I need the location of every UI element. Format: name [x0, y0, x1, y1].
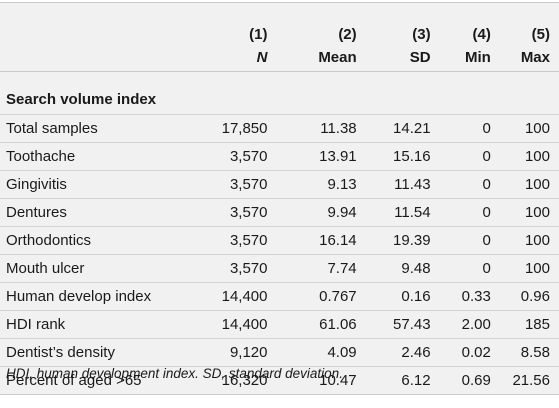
cell-n: 14,400 [221, 288, 268, 305]
cell-mean: 7.74 [327, 260, 357, 277]
cell-max: 100 [524, 204, 550, 221]
row-label: Percent of aged >65 [6, 372, 142, 389]
column-index-row: (1) (2) (3) (4) (5) [0, 3, 559, 43]
table-row: Total samples 17,850 11.38 14.21 0 100 [0, 115, 559, 143]
cell-mean: 9.94 [327, 204, 357, 221]
table-row: Toothache 3,570 13.91 15.16 0 100 [0, 143, 559, 171]
col-index-2: (2) [338, 26, 357, 43]
cell-min: 0 [482, 176, 491, 193]
row-label: Toothache [6, 148, 76, 165]
table-footnote: HDI, human development index. SD, standa… [6, 366, 343, 381]
cell-mean: 13.91 [319, 148, 357, 165]
table-row: Gingivitis 3,570 9.13 11.43 0 100 [0, 171, 559, 199]
descriptive-statistics-table: (1) (2) (3) (4) (5) N Mean SD Min Max S [0, 2, 559, 395]
row-label: Orthodontics [6, 232, 92, 249]
cell-sd: 57.43 [393, 316, 431, 333]
col-label-min: Min [465, 48, 491, 66]
cell-n: 9,120 [229, 344, 268, 361]
cell-n: 3,570 [229, 204, 268, 221]
cell-min: 0 [482, 260, 491, 277]
table-row: Dentist’s density 9,120 4.09 2.46 0.02 8.58 [0, 339, 559, 367]
cell-sd: 0.16 [401, 288, 431, 305]
row-label: Dentist’s density [6, 344, 115, 361]
cell-min: 0 [482, 148, 491, 165]
cell-sd: 14.21 [393, 120, 431, 137]
col-index-1: (1) [249, 26, 268, 43]
cell-mean: 0.767 [319, 288, 357, 305]
cell-min: 0.69 [461, 372, 491, 389]
col-index-4: (4) [472, 26, 491, 43]
row-label: Gingivitis [6, 176, 67, 193]
col-label-sd: SD [409, 48, 431, 66]
cell-min: 0 [482, 204, 491, 221]
cell-min: 2.00 [461, 316, 491, 333]
table-row: Percent of aged >65 16,320 10.47 6.12 0.69 21… [0, 367, 559, 395]
col-index-3: (3) [412, 26, 431, 43]
cell-max: 8.58 [520, 344, 550, 361]
cell-max: 100 [524, 148, 550, 165]
cell-n: 14,400 [221, 316, 268, 333]
row-label: Human develop index [6, 288, 152, 305]
cell-sd: 11.54 [394, 204, 431, 221]
cell-sd: 11.43 [394, 176, 431, 193]
cell-sd: 9.48 [401, 260, 431, 277]
row-label: HDI rank [6, 316, 66, 333]
row-label: Mouth ulcer [6, 260, 85, 277]
cell-n: 3,570 [229, 232, 268, 249]
cell-n: 16,320 [221, 372, 268, 389]
cell-mean: 11.38 [320, 120, 357, 137]
column-label-row: N Mean SD Min Max [0, 43, 559, 72]
col-index-5: (5) [531, 26, 550, 43]
cell-mean: 10.47 [319, 372, 357, 389]
cell-max: 100 [524, 176, 550, 193]
cell-mean: 4.09 [327, 344, 357, 361]
cell-n: 17,850 [221, 120, 268, 137]
table-row: Human develop index 14,400 0.767 0.16 0.33 0.… [0, 283, 559, 311]
cell-max: 185 [524, 316, 550, 333]
cell-min: 0.33 [461, 288, 491, 305]
section-label: Search volume index [6, 90, 157, 108]
col-label-n: N [256, 48, 268, 66]
cell-max: 0.96 [520, 288, 550, 305]
col-label-max: Max [520, 48, 550, 66]
cell-min: 0 [482, 120, 491, 137]
cell-sd: 19.39 [393, 232, 431, 249]
row-label: Dentures [6, 204, 67, 221]
cell-min: 0 [482, 232, 491, 249]
cell-max: 100 [524, 232, 550, 249]
cell-max: 100 [524, 120, 550, 137]
cell-mean: 61.06 [319, 316, 357, 333]
table-row: HDI rank 14,400 61.06 57.43 2.00 185 [0, 311, 559, 339]
cell-n: 3,570 [229, 148, 268, 165]
col-label-mean: Mean [318, 48, 357, 66]
cell-sd: 6.12 [401, 372, 431, 389]
row-label: Total samples [6, 120, 98, 137]
cell-sd: 15.16 [393, 148, 431, 165]
cell-max: 100 [524, 260, 550, 277]
cell-min: 0.02 [461, 344, 491, 361]
table-row: Dentures 3,570 9.94 11.54 0 100 [0, 199, 559, 227]
cell-sd: 2.46 [401, 344, 431, 361]
table-row: Mouth ulcer 3,570 7.74 9.48 0 100 [0, 255, 559, 283]
cell-n: 3,570 [229, 260, 268, 277]
cell-mean: 9.13 [327, 176, 357, 193]
section-row: Search volume index [0, 72, 559, 115]
cell-n: 3,570 [229, 176, 268, 193]
cell-mean: 16.14 [319, 232, 357, 249]
table-row: Orthodontics 3,570 16.14 19.39 0 100 [0, 227, 559, 255]
cell-max: 21.56 [512, 372, 550, 389]
